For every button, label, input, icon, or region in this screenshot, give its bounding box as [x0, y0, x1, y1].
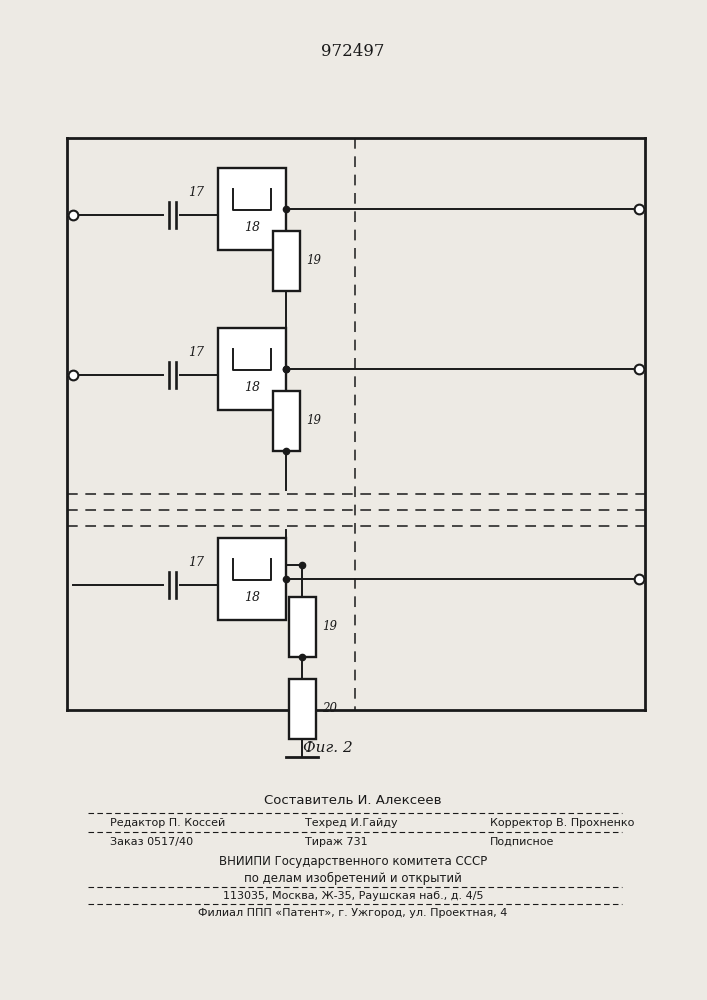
Bar — [272, 231, 300, 291]
Text: 17: 17 — [188, 186, 204, 200]
Text: 18: 18 — [244, 381, 260, 394]
Text: 17: 17 — [188, 347, 204, 360]
Text: 20: 20 — [322, 702, 337, 716]
Bar — [218, 168, 286, 250]
Text: Фиг. 2: Фиг. 2 — [303, 741, 353, 755]
Bar — [218, 538, 286, 620]
Text: 19: 19 — [307, 414, 322, 428]
Text: Техред И.Гайду: Техред И.Гайду — [305, 818, 397, 828]
Text: Корректор В. Прохненко: Корректор В. Прохненко — [490, 818, 634, 828]
Text: 18: 18 — [244, 221, 260, 234]
Text: 19: 19 — [307, 254, 322, 267]
Bar — [218, 328, 286, 410]
Text: Составитель И. Алексеев: Составитель И. Алексеев — [264, 794, 442, 806]
Text: по делам изобретений и открытий: по делам изобретений и открытий — [244, 871, 462, 885]
Text: 19: 19 — [322, 620, 337, 634]
Bar — [272, 391, 300, 451]
Bar — [288, 679, 315, 739]
Bar — [288, 597, 315, 657]
Text: Филиал ППП «Патент», г. Ужгород, ул. Проектная, 4: Филиал ППП «Патент», г. Ужгород, ул. Про… — [198, 908, 508, 918]
Text: 972497: 972497 — [321, 43, 385, 60]
Text: Редактор П. Коссей: Редактор П. Коссей — [110, 818, 226, 828]
Text: ВНИИПИ Государственного комитета СССР: ВНИИПИ Государственного комитета СССР — [219, 854, 487, 867]
Text: 113035, Москва, Ж-35, Раушская наб., д. 4/5: 113035, Москва, Ж-35, Раушская наб., д. … — [223, 891, 484, 901]
Text: Заказ 0517/40: Заказ 0517/40 — [110, 837, 193, 847]
Text: Подписное: Подписное — [490, 837, 554, 847]
Text: 18: 18 — [244, 591, 260, 604]
Text: 17: 17 — [188, 556, 204, 570]
Text: Тираж 731: Тираж 731 — [305, 837, 368, 847]
